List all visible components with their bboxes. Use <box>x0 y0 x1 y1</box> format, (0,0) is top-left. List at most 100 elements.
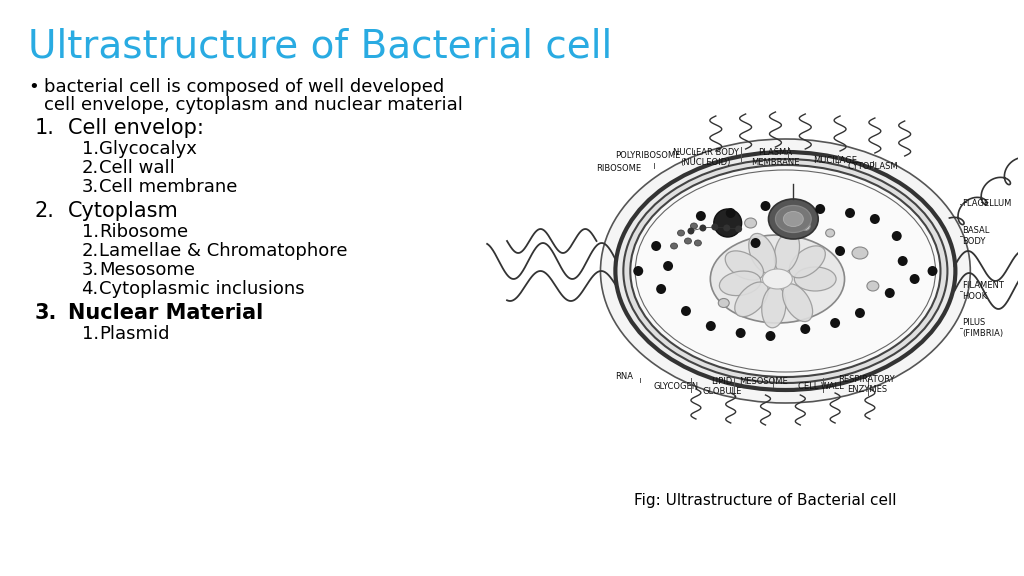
Text: FILAMENT
HOOK: FILAMENT HOOK <box>963 281 1005 301</box>
Ellipse shape <box>898 256 907 266</box>
Text: Glycocalyx: Glycocalyx <box>99 140 198 158</box>
Text: Cell envelop:: Cell envelop: <box>68 118 204 138</box>
Text: 3.: 3. <box>82 261 98 279</box>
Ellipse shape <box>711 235 845 323</box>
Text: 1.: 1. <box>82 325 98 343</box>
Text: 2.: 2. <box>35 201 54 221</box>
Ellipse shape <box>690 223 697 229</box>
Ellipse shape <box>699 225 707 232</box>
Ellipse shape <box>766 331 775 341</box>
Ellipse shape <box>751 238 761 248</box>
Ellipse shape <box>867 281 879 291</box>
Ellipse shape <box>681 306 691 316</box>
Ellipse shape <box>795 267 836 291</box>
Text: GLYCOGEN: GLYCOGEN <box>653 382 698 391</box>
Ellipse shape <box>664 261 673 271</box>
Ellipse shape <box>928 266 938 276</box>
Text: bacterial cell is composed of well developed: bacterial cell is composed of well devel… <box>44 78 444 96</box>
Text: PLASMA
MEMBRANE: PLASMA MEMBRANE <box>752 148 800 168</box>
Text: RESPIRATORY
ENZYMES: RESPIRATORY ENZYMES <box>839 374 895 394</box>
Ellipse shape <box>712 223 718 230</box>
Ellipse shape <box>633 266 643 276</box>
Text: •: • <box>28 78 39 96</box>
Ellipse shape <box>714 209 741 237</box>
Text: 1.: 1. <box>82 223 98 241</box>
Ellipse shape <box>870 214 880 224</box>
Ellipse shape <box>706 321 716 331</box>
Ellipse shape <box>671 243 678 249</box>
Ellipse shape <box>694 240 701 246</box>
Ellipse shape <box>684 238 691 244</box>
Ellipse shape <box>687 228 694 234</box>
Ellipse shape <box>723 225 730 232</box>
Text: Ribosome: Ribosome <box>99 223 188 241</box>
Ellipse shape <box>830 318 840 328</box>
Ellipse shape <box>735 225 742 233</box>
Text: LIPID
GLOBULE: LIPID GLOBULE <box>702 377 741 396</box>
Ellipse shape <box>744 218 757 228</box>
Text: Mesosome: Mesosome <box>99 261 196 279</box>
Text: RNA: RNA <box>615 372 633 381</box>
Text: BASAL
BODY: BASAL BODY <box>963 226 990 246</box>
Ellipse shape <box>825 229 835 237</box>
Ellipse shape <box>775 206 811 233</box>
Ellipse shape <box>656 284 666 294</box>
Ellipse shape <box>783 211 803 226</box>
Ellipse shape <box>718 298 729 308</box>
Ellipse shape <box>749 233 776 273</box>
Ellipse shape <box>815 204 825 214</box>
Ellipse shape <box>768 199 818 239</box>
Text: Cell membrane: Cell membrane <box>99 178 238 196</box>
Ellipse shape <box>763 269 793 289</box>
Text: Cytoplasm: Cytoplasm <box>68 201 178 221</box>
Text: Cell wall: Cell wall <box>99 159 175 177</box>
Ellipse shape <box>725 251 764 280</box>
Ellipse shape <box>720 271 761 295</box>
Text: NUCLEAR BODY
(NUCLEOID): NUCLEAR BODY (NUCLEOID) <box>673 148 738 168</box>
Text: Fig: Ultrastructure of Bacterial cell: Fig: Ultrastructure of Bacterial cell <box>634 493 897 508</box>
Text: 2.: 2. <box>82 159 98 177</box>
Text: 3.: 3. <box>35 303 57 323</box>
Ellipse shape <box>782 284 813 321</box>
Ellipse shape <box>855 308 865 318</box>
Text: 1.: 1. <box>82 140 98 158</box>
Ellipse shape <box>631 165 940 377</box>
Text: 1.: 1. <box>35 118 54 138</box>
Text: Ultrastructure of Bacterial cell: Ultrastructure of Bacterial cell <box>28 28 612 66</box>
Text: Plasmid: Plasmid <box>99 325 170 343</box>
Ellipse shape <box>696 211 706 221</box>
Ellipse shape <box>615 152 955 390</box>
Ellipse shape <box>852 247 868 259</box>
Text: PILUS
(FIMBRIA): PILUS (FIMBRIA) <box>963 319 1004 338</box>
Ellipse shape <box>600 139 971 403</box>
Text: FLAGELLUM: FLAGELLUM <box>963 199 1012 209</box>
Ellipse shape <box>801 324 810 334</box>
Ellipse shape <box>762 286 785 328</box>
Text: CELL WALL: CELL WALL <box>799 382 844 391</box>
Text: Lamellae & Chromatophore: Lamellae & Chromatophore <box>99 242 348 260</box>
Text: 4.: 4. <box>82 280 98 298</box>
Text: MESOSOME: MESOSOME <box>739 377 787 386</box>
Ellipse shape <box>651 241 662 251</box>
Ellipse shape <box>678 230 684 236</box>
Ellipse shape <box>774 232 800 272</box>
Ellipse shape <box>909 274 920 284</box>
Ellipse shape <box>624 159 947 383</box>
Ellipse shape <box>892 231 902 241</box>
Text: cell envelope, cytoplasm and nuclear material: cell envelope, cytoplasm and nuclear mat… <box>44 96 463 114</box>
Text: CYTOPLASM: CYTOPLASM <box>848 162 898 171</box>
Text: RIBOSOME: RIBOSOME <box>596 164 641 173</box>
Ellipse shape <box>635 170 936 372</box>
Text: POLYRIBOSOME: POLYRIBOSOME <box>615 151 681 160</box>
Ellipse shape <box>885 288 895 298</box>
Ellipse shape <box>790 246 825 278</box>
Ellipse shape <box>836 246 845 256</box>
Ellipse shape <box>801 222 810 230</box>
Text: 2.: 2. <box>82 242 98 260</box>
Ellipse shape <box>761 201 770 211</box>
Text: 3.: 3. <box>82 178 98 196</box>
Ellipse shape <box>845 208 855 218</box>
Ellipse shape <box>726 208 735 218</box>
Ellipse shape <box>735 282 768 317</box>
Text: Nuclear Material: Nuclear Material <box>68 303 263 323</box>
